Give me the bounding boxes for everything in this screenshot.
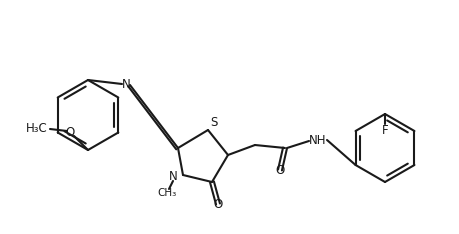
- Text: O: O: [65, 125, 74, 139]
- Text: N: N: [121, 78, 130, 91]
- Text: O: O: [275, 164, 284, 176]
- Text: S: S: [210, 116, 217, 128]
- Text: NH: NH: [308, 134, 326, 146]
- Text: CH₃: CH₃: [157, 188, 176, 198]
- Text: N: N: [168, 171, 177, 183]
- Text: O: O: [213, 197, 222, 211]
- Text: H₃C: H₃C: [26, 121, 48, 135]
- Text: F: F: [381, 124, 387, 136]
